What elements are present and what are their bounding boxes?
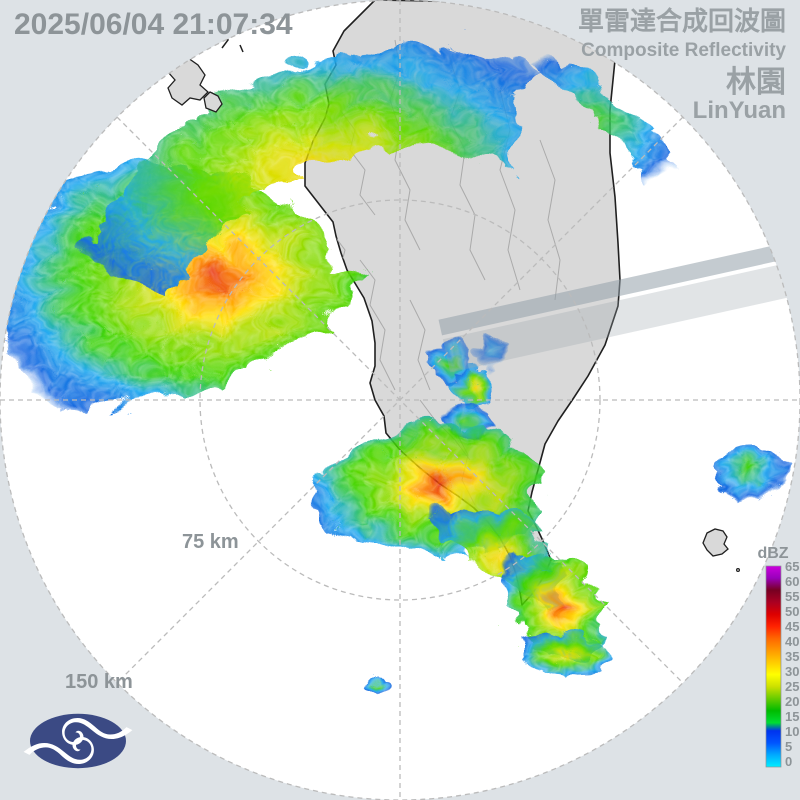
svg-text:75 km: 75 km [182, 531, 239, 553]
svg-text:10: 10 [785, 724, 799, 739]
svg-text:150 km: 150 km [65, 671, 133, 693]
svg-text:45: 45 [785, 619, 799, 634]
svg-text:15: 15 [785, 709, 799, 724]
svg-text:5: 5 [785, 739, 792, 754]
svg-text:50: 50 [785, 604, 799, 619]
svg-text:20: 20 [785, 694, 799, 709]
svg-text:65: 65 [785, 559, 799, 574]
svg-text:35: 35 [785, 649, 799, 664]
svg-text:30: 30 [785, 664, 799, 679]
svg-text:林園: 林園 [726, 66, 786, 99]
svg-text:Composite Reflectivity: Composite Reflectivity [581, 40, 786, 61]
svg-text:40: 40 [785, 634, 799, 649]
svg-text:55: 55 [785, 589, 799, 604]
svg-text:0: 0 [785, 754, 792, 769]
svg-text:25: 25 [785, 679, 799, 694]
svg-text:單雷達合成回波圖: 單雷達合成回波圖 [578, 6, 786, 36]
svg-text:2025/06/04 21:07:34: 2025/06/04 21:07:34 [14, 8, 293, 41]
svg-text:LinYuan: LinYuan [693, 97, 786, 124]
svg-text:60: 60 [785, 574, 799, 589]
